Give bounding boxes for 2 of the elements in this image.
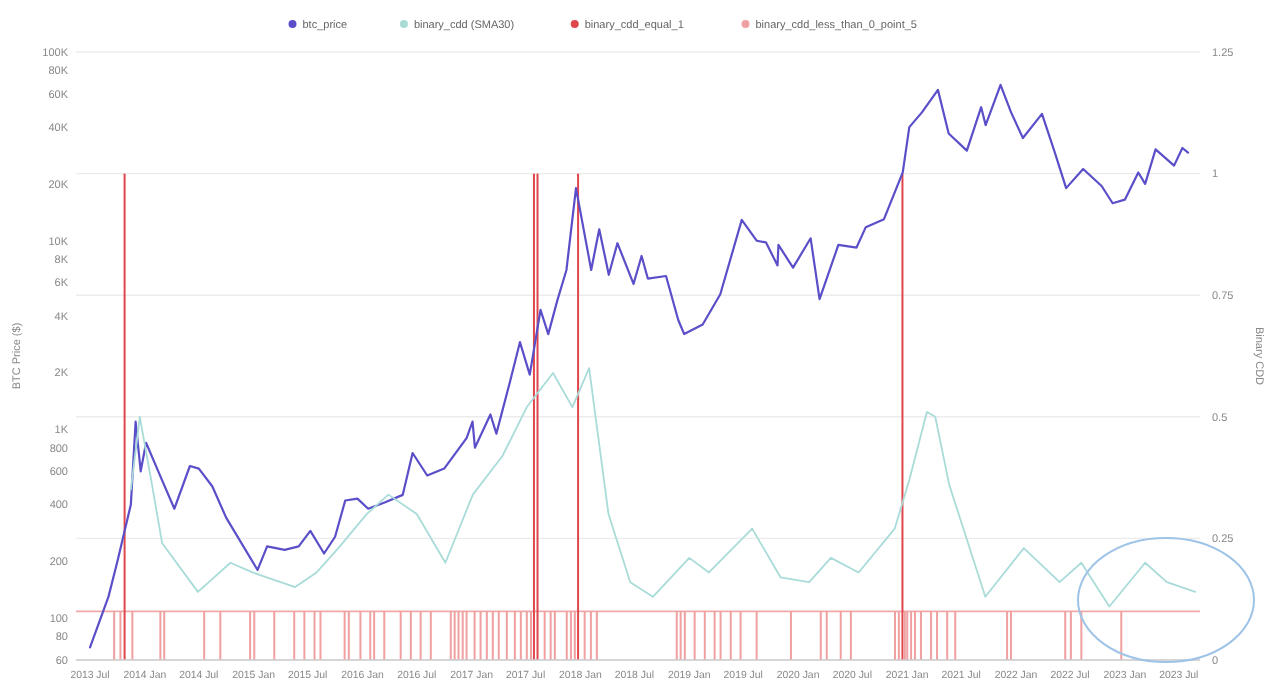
line-series <box>88 83 1190 649</box>
line-series <box>129 367 1197 608</box>
